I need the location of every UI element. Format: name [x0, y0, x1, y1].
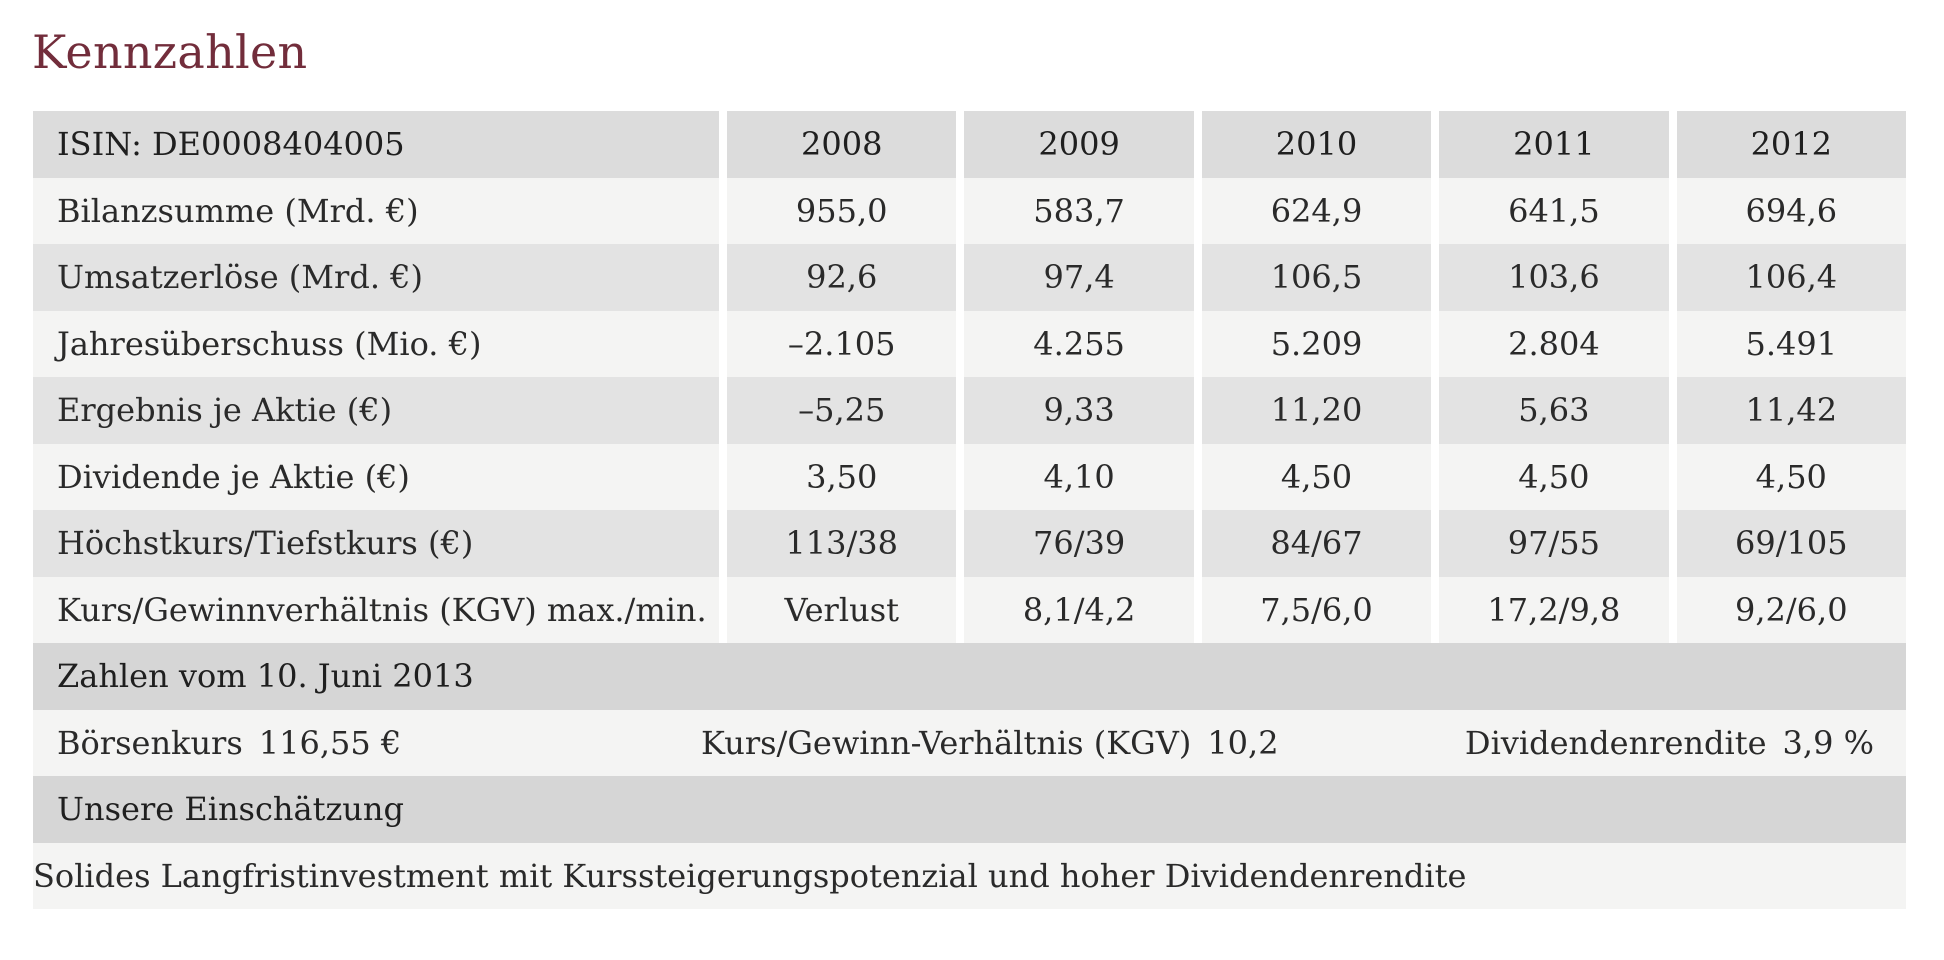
row-label: Höchstkurs/Tiefstkurs (€) — [33, 510, 720, 577]
table-cell: 17,2/9,8 — [1431, 576, 1669, 643]
pe-label: Kurs/Gewinn-Verhältnis (KGV) — [701, 723, 1192, 762]
table-cell: 2.804 — [1431, 310, 1669, 377]
table-row: Jahresüberschuss (Mio. €) –2.105 4.255 5… — [33, 310, 1906, 377]
row-label: Bilanzsumme (Mrd. €) — [33, 177, 720, 244]
row-label: Umsatzerlöse (Mrd. €) — [33, 244, 720, 311]
table-cell: –2.105 — [719, 310, 957, 377]
table-cell: 3,50 — [719, 443, 957, 510]
row-label: Kurs/Gewinnverhältnis (KGV) max./min. — [33, 576, 720, 643]
table-cell: 9,2/6,0 — [1668, 576, 1906, 643]
table-cell: 694,6 — [1668, 177, 1906, 244]
assessment-heading: Unsere Einschätzung — [33, 776, 1906, 843]
table-cell: 76/39 — [956, 510, 1194, 577]
table-cell: 9,33 — [956, 377, 1194, 444]
row-label: Dividende je Aktie (€) — [33, 443, 720, 510]
table-row: Umsatzerlöse (Mrd. €) 92,6 97,4 106,5 10… — [33, 244, 1906, 311]
table-cell: 113/38 — [719, 510, 957, 577]
assessment-text: Solides Langfristinvestment mit Kursstei… — [33, 842, 1906, 909]
year-header: 2010 — [1193, 111, 1432, 178]
row-label: Jahresüberschuss (Mio. €) — [33, 310, 720, 377]
year-header: 2009 — [956, 111, 1194, 178]
table-cell: 4,50 — [1668, 443, 1906, 510]
table-cell: 8,1/4,2 — [956, 576, 1194, 643]
table-cell: 4,50 — [1431, 443, 1669, 510]
table-cell: –5,25 — [719, 377, 957, 444]
table-cell: 955,0 — [719, 177, 957, 244]
table-header-row: ISIN: DE0008404005 2008 2009 2010 2011 2… — [33, 111, 1906, 178]
table-cell: 624,9 — [1193, 177, 1432, 244]
table-row: Kurs/Gewinnverhältnis (KGV) max./min. Ve… — [33, 576, 1906, 643]
current-figures-row: Börsenkurs 116,55 € Kurs/Gewinn-Verhältni… — [33, 709, 1906, 777]
table-cell: 7,5/6,0 — [1193, 576, 1432, 643]
table-cell: 641,5 — [1431, 177, 1669, 244]
table-cell: 84/67 — [1193, 510, 1432, 577]
row-label: Ergebnis je Aktie (€) — [33, 377, 720, 444]
table-row: Bilanzsumme (Mrd. €) 955,0 583,7 624,9 6… — [33, 177, 1906, 244]
current-figures: Börsenkurs 116,55 € Kurs/Gewinn-Verhältni… — [33, 710, 1906, 777]
page-title: Kennzahlen — [32, 25, 308, 79]
year-header: 2008 — [719, 111, 957, 178]
table-cell: 69/105 — [1668, 510, 1906, 577]
assessment-row: Solides Langfristinvestment mit Kursstei… — [33, 842, 1906, 909]
table-cell: 106,5 — [1193, 244, 1432, 311]
stock-price: Börsenkurs 116,55 € — [57, 710, 401, 777]
pe-value: 10,2 — [1207, 723, 1279, 762]
table-row: Ergebnis je Aktie (€) –5,25 9,33 11,20 5… — [33, 377, 1906, 444]
table-cell: 97,4 — [956, 244, 1194, 311]
table-cell: 106,4 — [1668, 244, 1906, 311]
key-figures-table: ISIN: DE0008404005 2008 2009 2010 2011 2… — [33, 111, 1906, 909]
table-cell: 11,20 — [1193, 377, 1432, 444]
stock-price-value: 116,55 € — [258, 723, 402, 762]
table-cell: 11,42 — [1668, 377, 1906, 444]
table-row: Höchstkurs/Tiefstkurs (€) 113/38 76/39 8… — [33, 510, 1906, 577]
table-cell: 5,63 — [1431, 377, 1669, 444]
table-cell: 4,10 — [956, 443, 1194, 510]
current-figures-heading: Zahlen vom 10. Juni 2013 — [33, 643, 1906, 710]
year-header: 2012 — [1668, 111, 1906, 178]
assessment-heading-row: Unsere Einschätzung — [33, 776, 1906, 843]
current-figures-heading-row: Zahlen vom 10. Juni 2013 — [33, 643, 1906, 710]
table-cell: 4.255 — [956, 310, 1194, 377]
price-earnings-ratio: Kurs/Gewinn-Verhältnis (KGV) 10,2 — [701, 710, 1279, 777]
table-cell: 97/55 — [1431, 510, 1669, 577]
table-cell: 5.491 — [1668, 310, 1906, 377]
stock-price-label: Börsenkurs — [57, 723, 243, 762]
table-cell: 583,7 — [956, 177, 1194, 244]
dividend-yield: Dividendenrendite 3,9 % — [1465, 710, 1874, 777]
isin-label: ISIN: DE0008404005 — [33, 111, 720, 178]
year-header: 2011 — [1431, 111, 1669, 178]
table-cell: 5.209 — [1193, 310, 1432, 377]
table-row: Dividende je Aktie (€) 3,50 4,10 4,50 4,… — [33, 443, 1906, 510]
table-cell: 103,6 — [1431, 244, 1669, 311]
dividend-yield-label: Dividendenrendite — [1464, 723, 1767, 762]
dividend-yield-value: 3,9 % — [1782, 723, 1874, 762]
table-cell: 92,6 — [719, 244, 957, 311]
table-cell: Verlust — [719, 576, 957, 643]
table-cell: 4,50 — [1193, 443, 1432, 510]
